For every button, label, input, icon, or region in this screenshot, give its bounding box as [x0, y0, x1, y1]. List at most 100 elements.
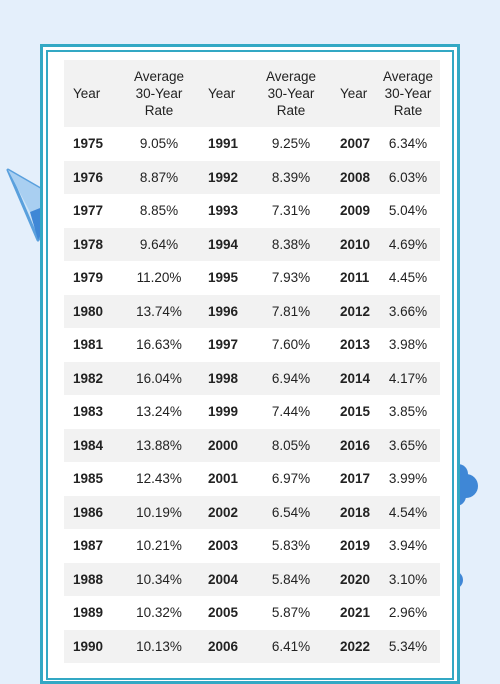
rate-cell: 7.44% — [251, 395, 331, 429]
year-cell: 1976 — [64, 160, 119, 194]
year-cell: 2003 — [199, 529, 251, 563]
rate-cell: 9.05% — [119, 127, 199, 161]
column-header: Year — [331, 60, 376, 127]
rate-cell: 5.04% — [376, 194, 440, 228]
rate-cell: 3.94% — [376, 529, 440, 563]
table-row: 1983 13.24% 1999 7.44% 2015 3.85% — [64, 395, 440, 429]
year-cell: 1993 — [199, 194, 251, 228]
table-row: 1982 16.04% 1998 6.94% 2014 4.17% — [64, 361, 440, 395]
rate-cell: 7.60% — [251, 328, 331, 362]
year-cell: 2020 — [331, 562, 376, 596]
year-cell: 2017 — [331, 462, 376, 496]
year-cell: 1986 — [64, 495, 119, 529]
table-row: 1979 11.20% 1995 7.93% 2011 4.45% — [64, 261, 440, 295]
year-cell: 2010 — [331, 227, 376, 261]
rate-cell: 11.20% — [119, 261, 199, 295]
year-cell: 1998 — [199, 361, 251, 395]
year-cell: 1997 — [199, 328, 251, 362]
rate-cell: 3.85% — [376, 395, 440, 429]
year-cell: 1979 — [64, 261, 119, 295]
rate-cell: 12.43% — [119, 462, 199, 496]
year-cell: 2007 — [331, 127, 376, 161]
year-cell: 2004 — [199, 562, 251, 596]
year-cell: 1996 — [199, 294, 251, 328]
rate-cell: 7.93% — [251, 261, 331, 295]
year-cell: 2011 — [331, 261, 376, 295]
year-cell: 2000 — [199, 428, 251, 462]
year-cell: 1985 — [64, 462, 119, 496]
year-cell: 2001 — [199, 462, 251, 496]
year-cell: 1984 — [64, 428, 119, 462]
year-cell: 2014 — [331, 361, 376, 395]
rate-cell: 4.69% — [376, 227, 440, 261]
table-row: 1989 10.32% 2005 5.87% 2021 2.96% — [64, 596, 440, 630]
rate-cell: 3.99% — [376, 462, 440, 496]
rate-cell: 7.31% — [251, 194, 331, 228]
rate-cell: 8.87% — [119, 160, 199, 194]
rate-cell: 6.03% — [376, 160, 440, 194]
table-row: 1975 9.05% 1991 9.25% 2007 6.34% — [64, 127, 440, 161]
rate-cell: 6.97% — [251, 462, 331, 496]
year-cell: 2012 — [331, 294, 376, 328]
rate-cell: 2.96% — [376, 596, 440, 630]
rate-cell: 16.63% — [119, 328, 199, 362]
rate-cell: 5.83% — [251, 529, 331, 563]
rate-cell: 4.45% — [376, 261, 440, 295]
rate-cell: 5.34% — [376, 629, 440, 663]
rate-cell: 5.84% — [251, 562, 331, 596]
table-row: 1978 9.64% 1994 8.38% 2010 4.69% — [64, 227, 440, 261]
year-cell: 2015 — [331, 395, 376, 429]
rate-cell: 6.94% — [251, 361, 331, 395]
year-cell: 1991 — [199, 127, 251, 161]
rate-cell: 10.34% — [119, 562, 199, 596]
rate-cell: 8.85% — [119, 194, 199, 228]
table-row: 1988 10.34% 2004 5.84% 2020 3.10% — [64, 562, 440, 596]
rate-cell: 6.34% — [376, 127, 440, 161]
rate-cell: 6.54% — [251, 495, 331, 529]
table-row: 1986 10.19% 2002 6.54% 2018 4.54% — [64, 495, 440, 529]
rate-cell: 3.10% — [376, 562, 440, 596]
year-cell: 2016 — [331, 428, 376, 462]
rate-cell: 8.38% — [251, 227, 331, 261]
year-cell: 2008 — [331, 160, 376, 194]
rate-cell: 6.41% — [251, 629, 331, 663]
year-cell: 1978 — [64, 227, 119, 261]
year-cell: 1989 — [64, 596, 119, 630]
year-cell: 1982 — [64, 361, 119, 395]
mortgage-rates-table: Year Average 30-Year Rate Year Average 3… — [64, 60, 440, 663]
year-cell: 1983 — [64, 395, 119, 429]
rate-cell: 10.13% — [119, 629, 199, 663]
column-header: Year — [64, 60, 119, 127]
year-cell: 2019 — [331, 529, 376, 563]
year-cell: 2006 — [199, 629, 251, 663]
table-row: 1981 16.63% 1997 7.60% 2013 3.98% — [64, 328, 440, 362]
year-cell: 1990 — [64, 629, 119, 663]
year-cell: 2005 — [199, 596, 251, 630]
rate-cell: 9.64% — [119, 227, 199, 261]
year-cell: 1988 — [64, 562, 119, 596]
rate-cell: 5.87% — [251, 596, 331, 630]
table-row: 1980 13.74% 1996 7.81% 2012 3.66% — [64, 294, 440, 328]
year-cell: 1981 — [64, 328, 119, 362]
column-header: Year — [199, 60, 251, 127]
table-row: 1976 8.87% 1992 8.39% 2008 6.03% — [64, 160, 440, 194]
rate-cell: 8.05% — [251, 428, 331, 462]
table-row: 1985 12.43% 2001 6.97% 2017 3.99% — [64, 462, 440, 496]
rates-table-container: Year Average 30-Year Rate Year Average 3… — [64, 60, 440, 663]
rate-cell: 9.25% — [251, 127, 331, 161]
table-row: 1990 10.13% 2006 6.41% 2022 5.34% — [64, 629, 440, 663]
year-cell: 1977 — [64, 194, 119, 228]
year-cell: 1994 — [199, 227, 251, 261]
year-cell: 1992 — [199, 160, 251, 194]
year-cell: 1980 — [64, 294, 119, 328]
rate-cell: 13.74% — [119, 294, 199, 328]
table-row: 1987 10.21% 2003 5.83% 2019 3.94% — [64, 529, 440, 563]
rate-cell: 16.04% — [119, 361, 199, 395]
year-cell: 2018 — [331, 495, 376, 529]
rate-cell: 3.66% — [376, 294, 440, 328]
year-cell: 2002 — [199, 495, 251, 529]
table-row: 1977 8.85% 1993 7.31% 2009 5.04% — [64, 194, 440, 228]
rate-cell: 4.17% — [376, 361, 440, 395]
column-header: Average 30-Year Rate — [119, 60, 199, 127]
rate-cell: 10.32% — [119, 596, 199, 630]
